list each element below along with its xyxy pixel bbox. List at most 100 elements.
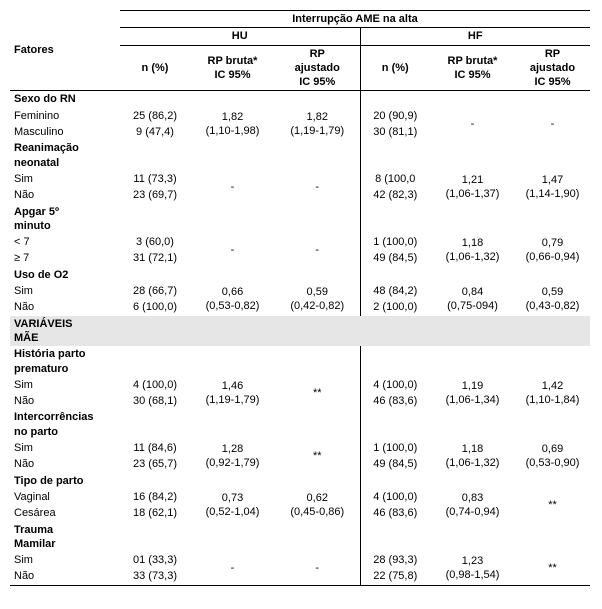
sub-hu-bruta: RP bruta*IC 95%	[190, 45, 275, 91]
cell-hf-n: 4 (100,0)	[360, 489, 430, 505]
cell-hu-n: 23 (69,7)	[120, 187, 190, 203]
cell-hu-n: 6 (100,0)	[120, 299, 190, 315]
cell-hf-aj: 0,79(0,66-0,94)	[515, 234, 590, 267]
cell-hf-aj: 0,59(0,43-0,82)	[515, 283, 590, 316]
header-fatores: Fatores	[10, 11, 120, 91]
header-hf: HF	[360, 28, 590, 45]
group-row: História partoprematuro	[10, 346, 590, 377]
cell-hu-n: 4 (100,0)	[120, 377, 190, 393]
sub-hf-bruta: RP bruta*IC 95%	[430, 45, 515, 91]
data-row: Sim4 (100,0)1,46(1,19-1,79)**4 (100,0)1,…	[10, 377, 590, 393]
group-label: Sexo do RN	[10, 91, 120, 108]
cell-hf-n: 1 (100,0)	[360, 234, 430, 250]
cell-hf-aj: **	[515, 552, 590, 585]
cell-hf-n: 28 (93,3)	[360, 552, 430, 568]
cell-hf-bruta: 1,18(1,06-1,32)	[430, 440, 515, 473]
cell-hf-bruta: 1,21(1,06-1,37)	[430, 171, 515, 204]
data-row: Sim11 (73,3)--8 (100,01,21(1,06-1,37)1,4…	[10, 171, 590, 187]
cell-hu-aj: **	[275, 377, 360, 410]
cell-hu-n: 11 (84,6)	[120, 440, 190, 456]
row-label: Sim	[10, 171, 120, 187]
cell-hf-aj: -	[515, 108, 590, 141]
cell-hf-n: 49 (84,5)	[360, 456, 430, 472]
cell-hu-n: 33 (73,3)	[120, 568, 190, 585]
cell-hu-bruta: 0,66(0,53-0,82)	[190, 283, 275, 316]
cell-hf-aj: 0,69(0,53-0,90)	[515, 440, 590, 473]
data-table: Fatores Interrupção AME na alta HU HF n …	[10, 10, 590, 586]
row-label: Sim	[10, 440, 120, 456]
cell-hu-n: 16 (84,2)	[120, 489, 190, 505]
cell-hu-bruta: 1,28(0,92-1,79)	[190, 440, 275, 473]
sub-hu-n: n (%)	[120, 45, 190, 91]
group-row: TraumaMamilar	[10, 522, 590, 553]
cell-hu-aj: 1,82(1,19-1,79)	[275, 108, 360, 141]
group-row: Sexo do RN	[10, 91, 590, 108]
row-label: Cesárea	[10, 505, 120, 521]
group-label: Uso de O2	[10, 267, 120, 283]
cell-hf-bruta: 1,18(1,06-1,32)	[430, 234, 515, 267]
cell-hf-n: 46 (83,6)	[360, 393, 430, 409]
cell-hu-aj: -	[275, 552, 360, 585]
cell-hf-n: 46 (83,6)	[360, 505, 430, 521]
cell-hf-n: 20 (90,9)	[360, 108, 430, 124]
cell-hu-n: 01 (33,3)	[120, 552, 190, 568]
cell-hf-n: 48 (84,2)	[360, 283, 430, 299]
cell-hu-aj: **	[275, 440, 360, 473]
cell-hf-n: 22 (75,8)	[360, 568, 430, 585]
group-label: Intercorrênciasno parto	[10, 409, 120, 440]
cell-hu-bruta: -	[190, 552, 275, 585]
row-label: < 7	[10, 234, 120, 250]
row-label: Não	[10, 456, 120, 472]
row-label: ≥ 7	[10, 250, 120, 266]
row-label: Não	[10, 299, 120, 315]
header-title: Interrupção AME na alta	[120, 11, 590, 28]
group-row: Apgar 5ºminuto	[10, 204, 590, 235]
cell-hf-bruta: 1,19(1,06-1,34)	[430, 377, 515, 410]
table-body: Sexo do RNFeminino25 (86,2)1,82(1,10-1,9…	[10, 91, 590, 585]
cell-hu-aj: 0,59(0,42-0,82)	[275, 283, 360, 316]
cell-hf-bruta: 1,23(0,98-1,54)	[430, 552, 515, 585]
cell-hu-bruta: 1,46(1,19-1,79)	[190, 377, 275, 410]
row-label: Vaginal	[10, 489, 120, 505]
cell-hu-n: 30 (68,1)	[120, 393, 190, 409]
cell-hf-bruta: 0,84(0,75-094)	[430, 283, 515, 316]
group-label: Reanimaçãoneonatal	[10, 140, 120, 171]
group-row: Reanimaçãoneonatal	[10, 140, 590, 171]
cell-hf-bruta: -	[430, 108, 515, 141]
cell-hu-n: 31 (72,1)	[120, 250, 190, 266]
cell-hf-aj: **	[515, 489, 590, 522]
cell-hu-n: 3 (60,0)	[120, 234, 190, 250]
row-label: Não	[10, 187, 120, 203]
group-label: TraumaMamilar	[10, 522, 120, 553]
cell-hf-n: 1 (100,0)	[360, 440, 430, 456]
data-row: Vaginal16 (84,2)0,73(0,52-1,04)0,62(0,45…	[10, 489, 590, 505]
cell-hu-n: 18 (62,1)	[120, 505, 190, 521]
row-label: Não	[10, 393, 120, 409]
sub-hu-aj: RPajustadoIC 95%	[275, 45, 360, 91]
row-label: Sim	[10, 377, 120, 393]
data-row: Feminino25 (86,2)1,82(1,10-1,98)1,82(1,1…	[10, 108, 590, 124]
cell-hf-aj: 1,47(1,14-1,90)	[515, 171, 590, 204]
row-label: Masculino	[10, 124, 120, 140]
header-hu: HU	[120, 28, 360, 45]
cell-hu-bruta: 1,82(1,10-1,98)	[190, 108, 275, 141]
cell-hf-n: 42 (82,3)	[360, 187, 430, 203]
group-label: Apgar 5ºminuto	[10, 204, 120, 235]
group-row: Intercorrênciasno parto	[10, 409, 590, 440]
data-row: < 73 (60,0)--1 (100,0)1,18(1,06-1,32)0,7…	[10, 234, 590, 250]
cell-hf-n: 30 (81,1)	[360, 124, 430, 140]
cell-hu-n: 28 (66,7)	[120, 283, 190, 299]
data-row: Sim28 (66,7)0,66(0,53-0,82)0,59(0,42-0,8…	[10, 283, 590, 299]
cell-hu-bruta: -	[190, 234, 275, 267]
row-label: Não	[10, 568, 120, 585]
sub-hf-aj: RPajustadoIC 95%	[515, 45, 590, 91]
cell-hu-bruta: -	[190, 171, 275, 204]
cell-hf-bruta: 0,83(0,74-0,94)	[430, 489, 515, 522]
data-row: Sim01 (33,3)--28 (93,3)1,23(0,98-1,54)**	[10, 552, 590, 568]
cell-hu-aj: -	[275, 234, 360, 267]
section-label: VARIÁVEISMÃE	[10, 316, 590, 347]
group-label: História partoprematuro	[10, 346, 120, 377]
section-row: VARIÁVEISMÃE	[10, 316, 590, 347]
row-label: Sim	[10, 283, 120, 299]
cell-hu-n: 9 (47,4)	[120, 124, 190, 140]
